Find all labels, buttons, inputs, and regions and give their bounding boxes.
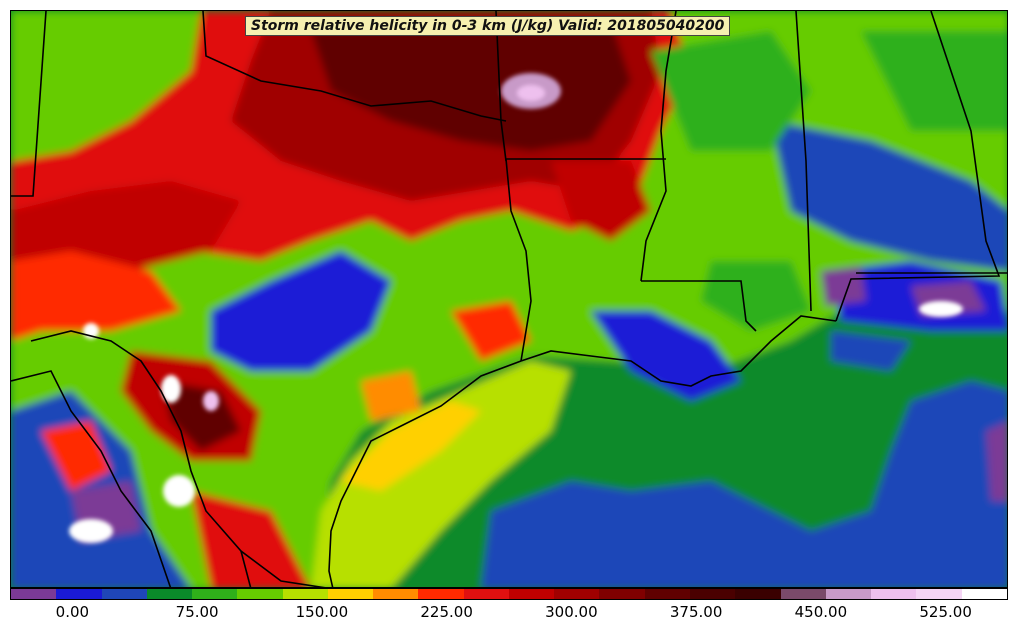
colorbar-segment (373, 589, 419, 599)
colorbar-tick-label: 225.00 (420, 603, 473, 621)
colorbar-segment (825, 589, 872, 599)
colorbar-segment (508, 589, 555, 599)
colorbar-segment (644, 589, 690, 599)
colorbar-tick-label: 300.00 (545, 603, 598, 621)
colorbar-segment (146, 589, 193, 599)
colorbar-tick-label: 75.00 (175, 603, 219, 621)
colorbar-segment (237, 589, 283, 599)
helicity-peaks (69, 73, 963, 543)
colorbar (10, 588, 1008, 600)
colorbar-segment (871, 589, 917, 599)
state-boundaries (11, 11, 1007, 587)
colorbar-segment (56, 589, 102, 599)
colorbar-segment (961, 589, 1007, 599)
helicity-map (10, 10, 1008, 588)
colorbar-segment (282, 589, 328, 599)
colorbar-tick-label: 375.00 (669, 603, 723, 621)
colorbar-segment (735, 589, 781, 599)
colorbar-ticks: 0.00 75.00 150.00 225.00 300.00 375.00 450.00 5… (10, 600, 1008, 630)
colorbar-tick-label: 0.00 (55, 603, 90, 621)
colorbar-segment (101, 589, 147, 599)
colorbar-tick-label: 150.00 (295, 603, 349, 621)
colorbar-segment (463, 589, 509, 599)
colorbar-segment (11, 589, 57, 599)
colorbar-segment (780, 589, 826, 599)
colorbar-segment (554, 589, 600, 599)
helicity-field (11, 11, 1007, 587)
colorbar-segment (418, 589, 464, 599)
colorbar-segment (599, 589, 645, 599)
map-title: Storm relative helicity in 0-3 km (J/kg)… (245, 16, 731, 36)
colorbar-segment (916, 589, 962, 599)
colorbar-segment (327, 589, 374, 599)
colorbar-segment (192, 589, 238, 599)
colorbar-tick-label: 450.00 (794, 603, 848, 621)
colorbar-segment (689, 589, 736, 599)
map-canvas (11, 11, 1007, 587)
colorbar-tick-label: 525.00 (919, 603, 972, 621)
